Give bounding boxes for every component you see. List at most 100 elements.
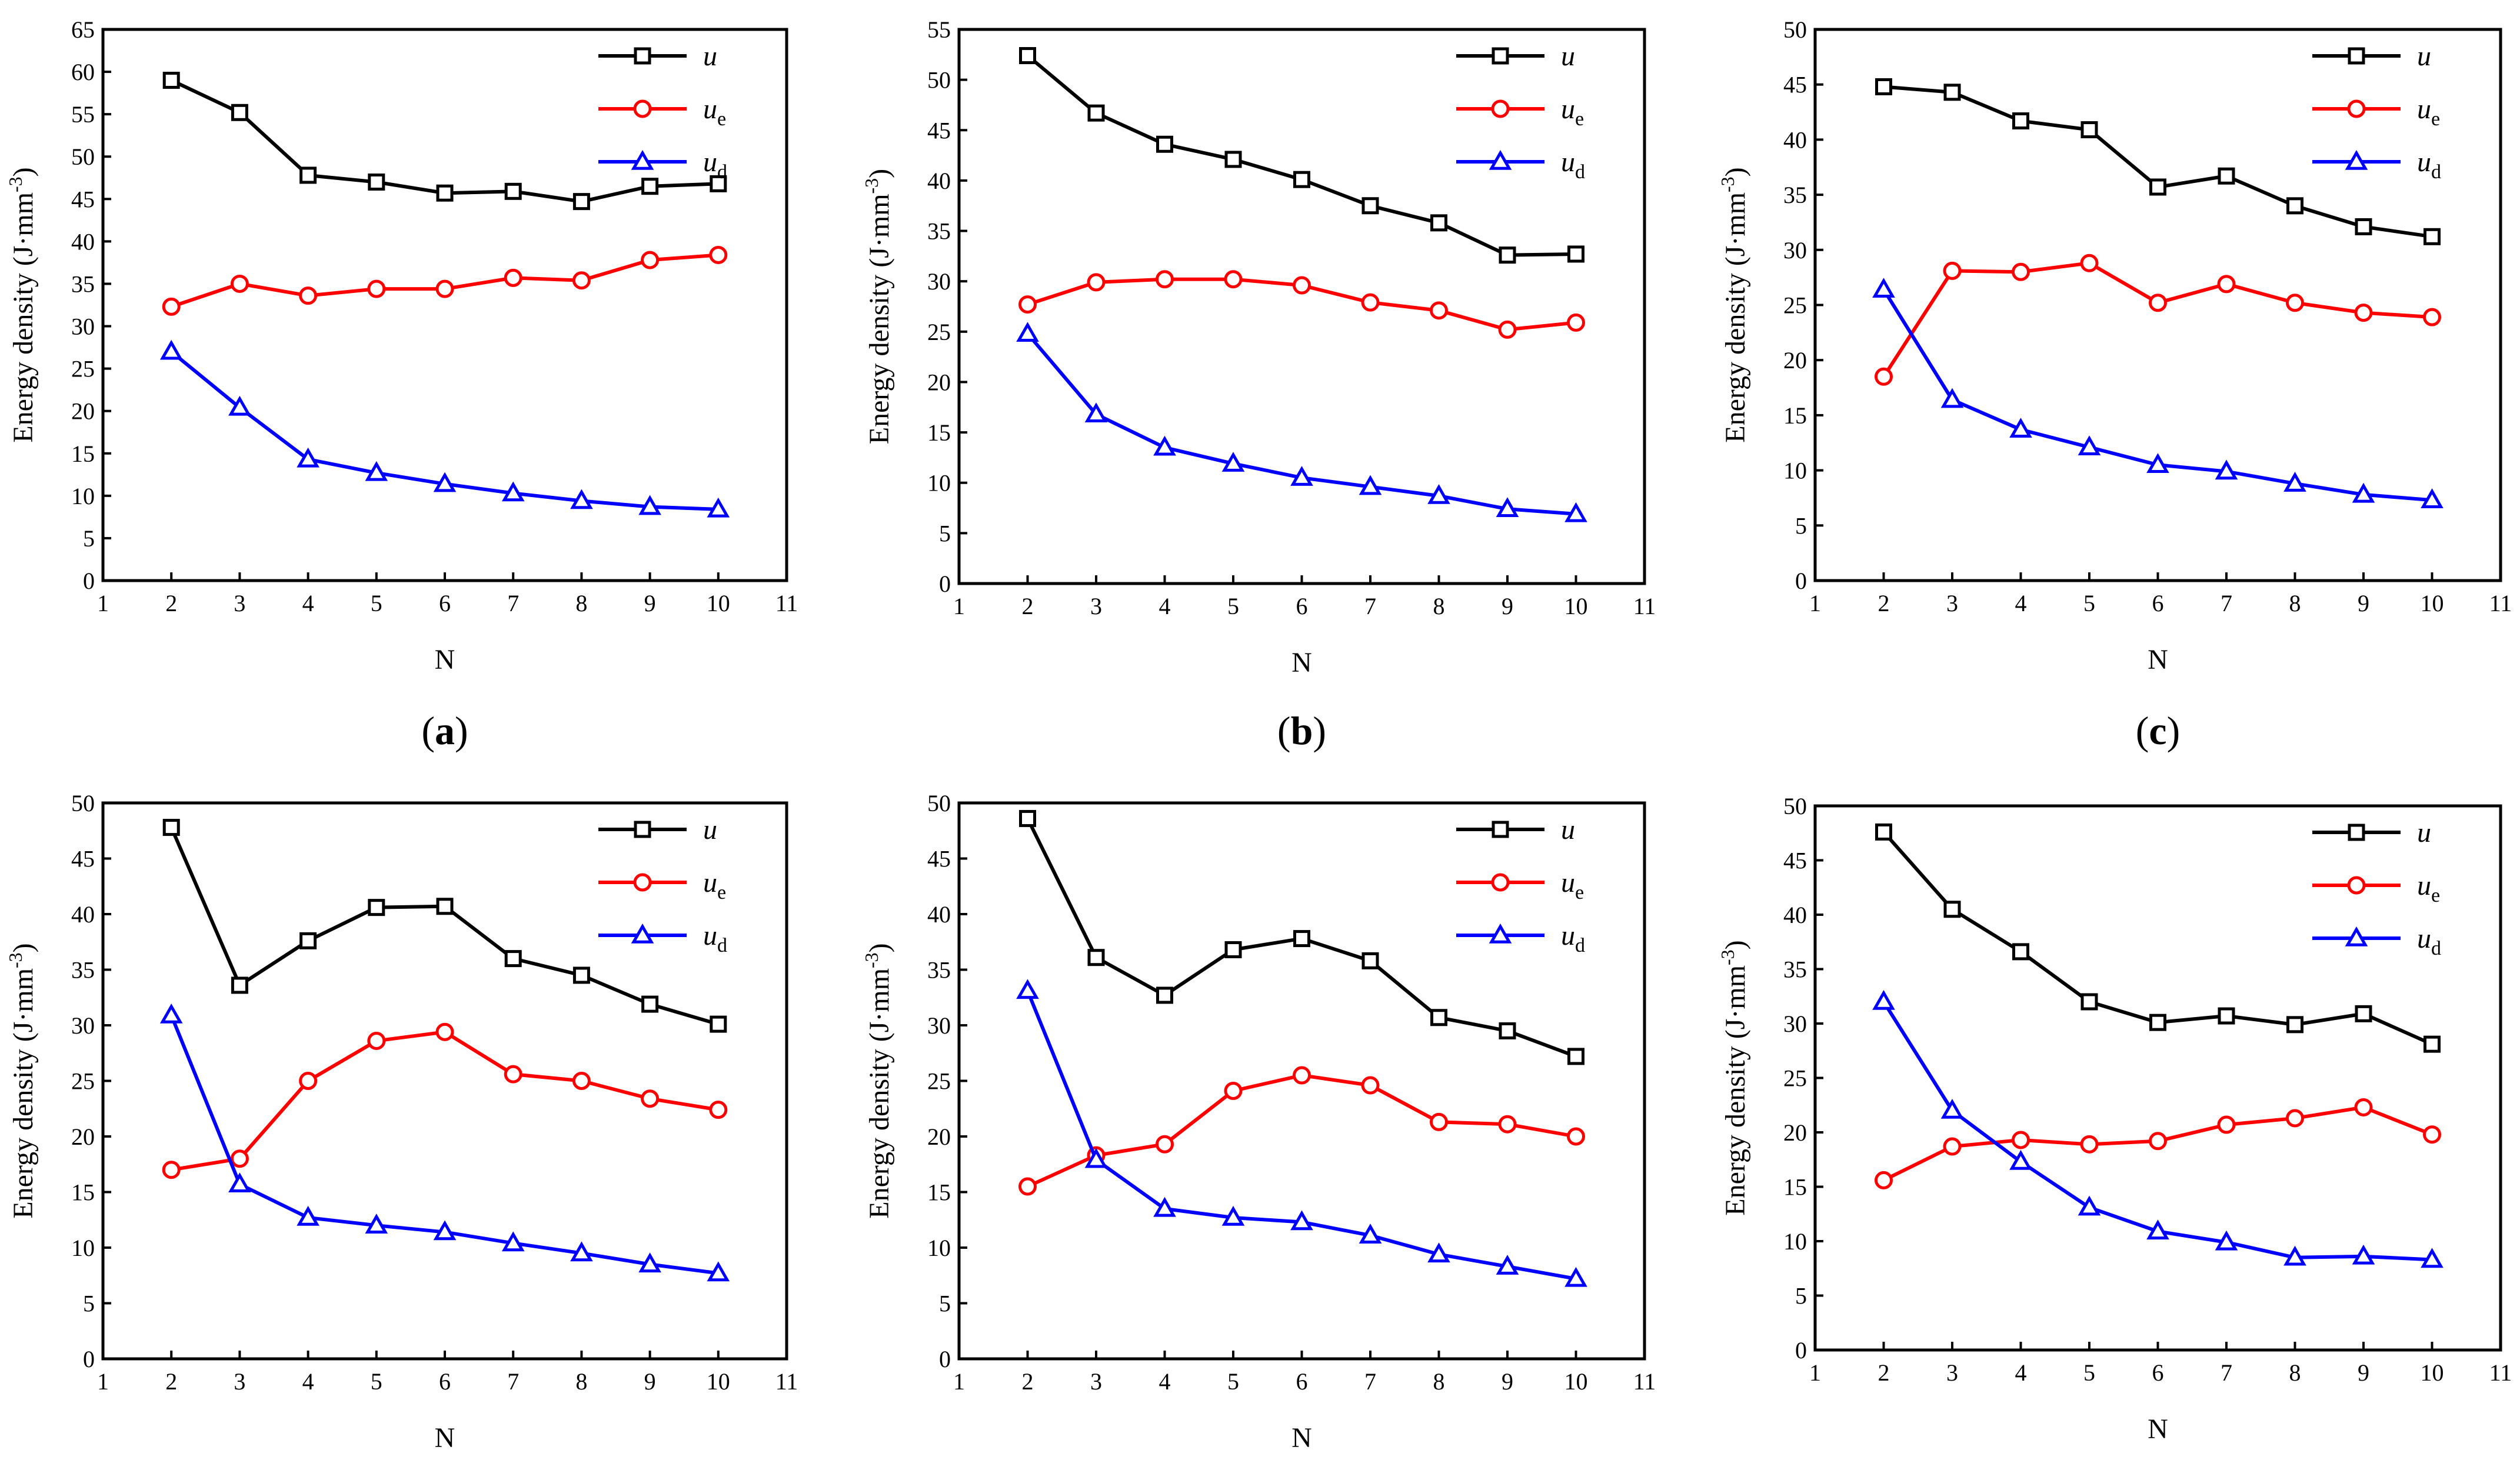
data-point — [1427, 1242, 1450, 1263]
y-tick-label: 10 — [1783, 1228, 1807, 1255]
legend-marker — [631, 149, 654, 170]
data-point — [228, 1172, 251, 1193]
data-point — [1087, 949, 1105, 966]
y-tick-label: 5 — [1795, 1283, 1807, 1309]
x-tick-label: 5 — [371, 1368, 382, 1395]
data-point — [2012, 262, 2030, 281]
panel-label: (b) — [1277, 708, 1326, 753]
y-tick-label: 50 — [1783, 16, 1807, 43]
legend-entry: ue — [2312, 94, 2440, 130]
data-point — [1156, 1135, 1174, 1154]
y-tick-label: 15 — [1783, 402, 1807, 429]
series-u-d — [1016, 979, 1587, 1287]
x-tick-label: 9 — [644, 590, 656, 616]
legend-label: ue — [703, 94, 726, 130]
data-point — [2146, 1219, 2169, 1240]
data-point — [1156, 986, 1173, 1004]
data-point — [1224, 1082, 1243, 1101]
data-point — [2286, 294, 2304, 312]
x-tick-label: 7 — [507, 590, 519, 616]
data-point — [433, 472, 457, 492]
y-tick-label: 40 — [927, 901, 951, 928]
x-tick-label: 3 — [234, 590, 245, 616]
data-point — [504, 268, 522, 287]
data-point — [1361, 952, 1379, 969]
legend-marker — [1492, 47, 1509, 65]
data-point — [368, 173, 385, 191]
y-tick-label: 5 — [83, 1291, 95, 1317]
data-point — [297, 447, 319, 468]
plot-frame — [101, 801, 788, 1361]
data-point — [1084, 1148, 1108, 1168]
x-tick-label: 7 — [1364, 1368, 1376, 1395]
data-point — [231, 104, 248, 121]
data-point — [162, 297, 181, 316]
y-tick-label: 35 — [71, 957, 95, 984]
data-point — [231, 976, 248, 994]
x-tick-label: 11 — [2489, 590, 2512, 616]
data-point — [2149, 1014, 2166, 1031]
legend-label: ud — [2417, 146, 2441, 183]
x-tick-label: 10 — [1564, 1368, 1588, 1395]
data-point — [1872, 989, 1895, 1010]
data-point — [2423, 1125, 2441, 1144]
data-point — [1221, 452, 1245, 472]
x-tick-label: 1 — [953, 593, 965, 619]
data-point — [2009, 418, 2032, 438]
y-tick-label: 25 — [927, 1068, 951, 1095]
x-tick-label: 8 — [575, 1368, 587, 1395]
legend-entry: ue — [598, 94, 726, 130]
x-tick-label: 9 — [644, 1368, 656, 1395]
series-u-e — [1875, 1098, 2441, 1189]
y-tick-label: 0 — [83, 568, 95, 594]
data-point — [1361, 1076, 1380, 1095]
panel-label: (c) — [2136, 708, 2181, 753]
x-tick-label: 6 — [439, 590, 451, 616]
data-point — [1153, 435, 1176, 456]
data-point — [1872, 278, 1895, 298]
data-point — [368, 899, 385, 916]
y-tick-label: 40 — [71, 901, 95, 928]
legend-marker — [634, 47, 651, 65]
x-tick-label: 10 — [1564, 593, 1588, 619]
legend-marker — [631, 923, 654, 944]
legend-label: ud — [2417, 923, 2441, 959]
legend-entry: u — [2312, 41, 2431, 72]
data-point — [1496, 1255, 1519, 1275]
data-point — [436, 184, 454, 202]
legend-marker — [1489, 149, 1512, 170]
y-tick-label: 35 — [927, 957, 951, 984]
series-u — [1875, 78, 2441, 245]
x-tick-label: 11 — [1633, 1368, 1656, 1395]
y-tick-label: 35 — [1783, 182, 1807, 208]
data-point — [1564, 502, 1587, 522]
y-axis-title: Energy density (J·mm-3) — [861, 169, 895, 444]
chart-panel-4: 1 2 3 4 5 6 7 8 9 10 1105101520253035404550NEnergy… — [5, 790, 798, 1454]
y-tick-label: 40 — [927, 168, 951, 194]
x-tick-label: 9 — [1502, 1368, 1513, 1395]
x-tick-label: 6 — [439, 1368, 451, 1395]
data-point — [1567, 313, 1585, 332]
data-point — [2217, 275, 2236, 294]
data-point — [1499, 1022, 1516, 1039]
data-point — [1153, 1196, 1176, 1217]
x-axis-title: N — [1291, 1422, 1312, 1454]
x-tick-label: 6 — [2152, 1359, 2164, 1386]
data-point — [2149, 1132, 2167, 1151]
x-tick-label: 2 — [1022, 593, 1034, 619]
data-point — [230, 274, 249, 293]
data-point — [367, 279, 386, 298]
data-point — [1087, 104, 1105, 122]
data-point — [2149, 294, 2167, 312]
data-point — [2149, 178, 2166, 196]
data-point — [2080, 993, 2098, 1011]
data-point — [1567, 245, 1584, 263]
y-tick-label: 20 — [927, 1124, 951, 1150]
data-point — [709, 245, 728, 264]
x-tick-label: 3 — [234, 1368, 245, 1395]
data-point — [162, 819, 180, 836]
data-point — [1430, 301, 1448, 320]
data-point — [709, 1101, 728, 1119]
data-point — [1293, 276, 1311, 295]
legend-label: u — [2417, 817, 2431, 848]
